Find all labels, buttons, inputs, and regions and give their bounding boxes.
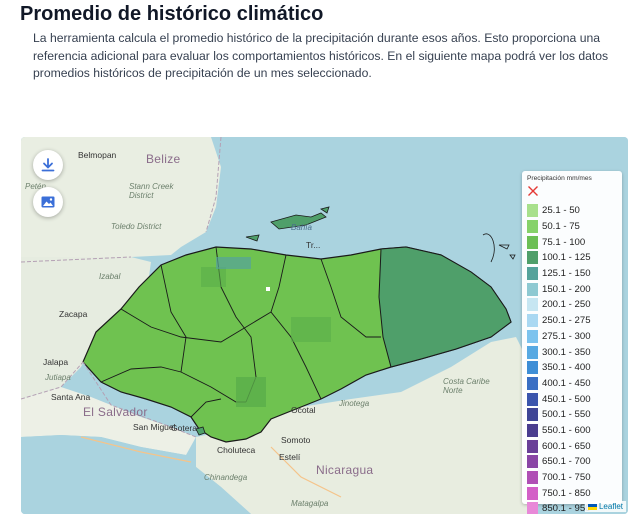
legend-swatch (527, 486, 538, 500)
legend-swatch (527, 282, 538, 296)
legend-swatch (527, 267, 538, 281)
image-export-button[interactable] (33, 187, 63, 217)
download-icon (41, 158, 55, 172)
place-matagalpa: Matagalpa (291, 499, 329, 508)
legend-label: 125.1 - 150 (542, 268, 591, 280)
legend-item: 275.1 - 300 (527, 329, 617, 345)
image-icon (41, 196, 55, 208)
legend-swatch (527, 251, 538, 265)
place-esteli: Estelí (279, 452, 301, 462)
legend-swatch (527, 471, 538, 485)
precipitation-legend: Precipitación mm/mes 25.1 - 50 50.1 - 75 7… (522, 171, 622, 514)
place-izabal: Izabal (99, 272, 121, 281)
legend-label: 75.1 - 100 (542, 236, 586, 248)
legend-label: 500.1 - 550 (542, 409, 591, 421)
legend-swatch (527, 361, 538, 375)
legend-item: 250.1 - 275 (527, 313, 617, 329)
download-button[interactable] (33, 150, 63, 180)
place-toledo: Toledo District (111, 222, 162, 231)
place-stann-creek: Stann Creek District (129, 182, 174, 200)
place-jalapa: Jalapa (43, 357, 69, 367)
legend-item: 75.1 - 100 (527, 234, 617, 250)
place-choluteca: Choluteca (217, 445, 256, 455)
legend-swatch (527, 455, 538, 469)
legend-swatch (527, 329, 538, 343)
place-ocotal: Ocotal (291, 405, 316, 415)
place-santa-ana: Santa Ana (51, 392, 91, 402)
legend-item: 400.1 - 450 (527, 376, 617, 392)
place-trujillo: Tr... (306, 240, 321, 250)
legend-title: Precipitación mm/mes (527, 175, 592, 182)
place-zacapa: Zacapa (59, 309, 88, 319)
legend-item: 50.1 - 75 (527, 219, 617, 235)
legend-label: 150.1 - 200 (542, 283, 591, 295)
legend-swatch (527, 423, 538, 437)
legend-label: 700.1 - 750 (542, 472, 591, 484)
legend-swatch (527, 235, 538, 249)
place-san-miguel: San Miguel (133, 422, 176, 432)
legend-swatch (527, 345, 538, 359)
legend-swatch (527, 376, 538, 390)
ukraine-flag-icon (587, 503, 597, 510)
legend-item: 450.1 - 500 (527, 391, 617, 407)
legend-swatch (527, 439, 538, 453)
legend-label: 850.1 - 950 (542, 503, 591, 514)
legend-label: 50.1 - 75 (542, 221, 580, 233)
legend-item: 25.1 - 50 (527, 203, 617, 219)
place-jutiapa: Jutiapa (45, 373, 71, 382)
legend-item: 300.1 - 350 (527, 344, 617, 360)
legend-label: 250.1 - 275 (542, 315, 591, 327)
close-icon (528, 186, 538, 196)
leaflet-link[interactable]: Leaflet (598, 502, 623, 511)
legend-label: 750.1 - 850 (542, 487, 591, 499)
legend-label: 450.1 - 500 (542, 393, 591, 405)
legend-item: 200.1 - 250 (527, 297, 617, 313)
legend-label: 350.1 - 400 (542, 362, 591, 374)
legend-item: 750.1 - 850 (527, 485, 617, 501)
place-belize: Belize (146, 152, 181, 166)
legend-swatch (527, 204, 538, 218)
legend-swatch (527, 314, 538, 328)
legend-item: 600.1 - 650 (527, 438, 617, 454)
legend-item: 350.1 - 400 (527, 360, 617, 376)
legend-item: 100.1 - 125 (527, 250, 617, 266)
legend-item: 150.1 - 200 (527, 281, 617, 297)
legend-label: 25.1 - 50 (542, 205, 580, 217)
legend-swatch (527, 298, 538, 312)
legend-label: 100.1 - 125 (542, 252, 591, 264)
legend-swatch (527, 502, 538, 514)
legend-label: 600.1 - 650 (542, 440, 591, 452)
place-gotera: Gotera (171, 423, 197, 433)
legend-swatch (527, 220, 538, 234)
place-bahia: Bahía (291, 223, 312, 232)
legend-label: 300.1 - 350 (542, 346, 591, 358)
place-somoto: Somoto (281, 435, 311, 445)
place-peten: Petén (25, 182, 46, 191)
place-costa-caribe-norte: Costa Caribe Norte (443, 377, 490, 395)
legend-item: 550.1 - 600 (527, 423, 617, 439)
legend-item: 650.1 - 700 (527, 454, 617, 470)
place-belmopan: Belmopan (78, 150, 117, 160)
legend-label: 400.1 - 450 (542, 377, 591, 389)
map-attribution: Leaflet (584, 501, 626, 512)
legend-swatch (527, 408, 538, 422)
legend-label: 550.1 - 600 (542, 424, 591, 436)
legend-item: 850.1 - 950 (527, 501, 617, 514)
place-el-salvador: El Salvador (83, 405, 148, 419)
place-chinandega: Chinandega (204, 473, 248, 482)
page-title: Promedio de histórico climático (20, 3, 324, 25)
legend-label: 200.1 - 250 (542, 299, 591, 311)
page-intro: La herramienta calcula el promedio histó… (33, 31, 609, 80)
legend-item: 700.1 - 750 (527, 470, 617, 486)
place-jinotega: Jinotega (339, 399, 370, 408)
legend-item: 500.1 - 550 (527, 407, 617, 423)
place-nicaragua: Nicaragua (316, 463, 374, 477)
legend-label: 275.1 - 300 (542, 330, 591, 342)
legend-item: 125.1 - 150 (527, 266, 617, 282)
legend-items: 25.1 - 50 50.1 - 75 75.1 - 100 100.1 - 125 1… (527, 203, 617, 514)
legend-swatch (527, 392, 538, 406)
precipitation-map[interactable]: Belmopan Belize Petén Stann Creek Distri… (21, 137, 628, 514)
legend-label: 650.1 - 700 (542, 456, 591, 468)
